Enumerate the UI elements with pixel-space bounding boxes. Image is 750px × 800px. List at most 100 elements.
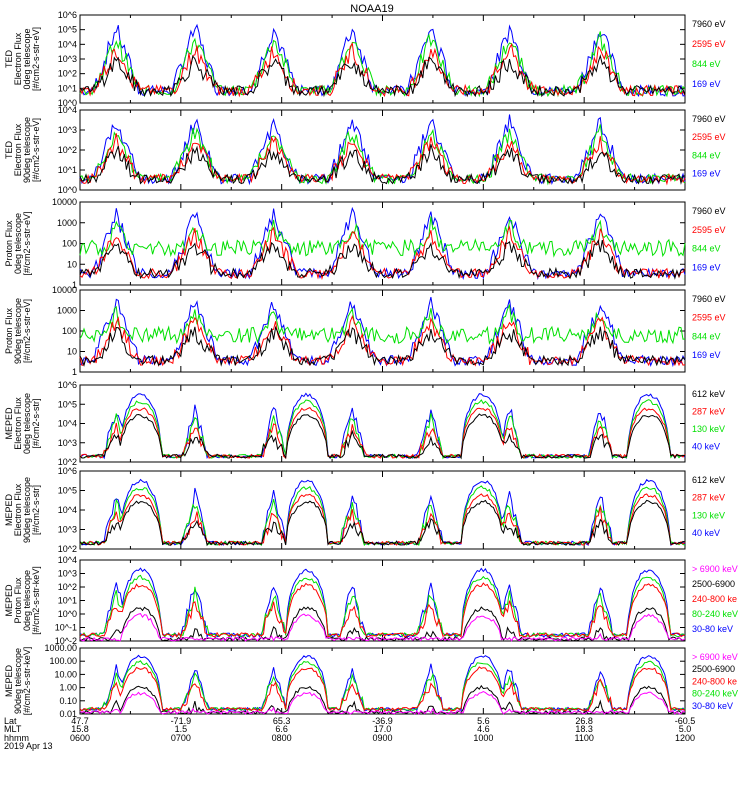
y-axis-label: 0deg telescope [13, 213, 23, 274]
legend-entry: 612 keV [692, 389, 725, 399]
x-tick-label: 15.8 [71, 724, 89, 734]
series-line [79, 406, 686, 460]
y-tick-label: 10^2 [58, 582, 77, 592]
y-tick-label: 10^5 [58, 399, 77, 409]
y-axis-label: 90deg telescope [22, 477, 32, 543]
y-axis-label: 0deg telescope [22, 570, 32, 631]
legend-entry: > 6900 keV [692, 652, 738, 662]
x-tick-label: 65.3 [273, 716, 291, 726]
legend-entry: 169 eV [692, 169, 721, 179]
legend-entry: 844 eV [692, 150, 721, 160]
y-axis-label: Proton Flux [13, 577, 23, 624]
y-axis-label: MEPED [4, 665, 14, 698]
legend-entry: 287 keV [692, 493, 725, 503]
y-tick-label: 100.00 [49, 656, 77, 666]
legend-entry: 240-800 ke [692, 676, 737, 686]
y-axis-label: Proton Flux [4, 220, 14, 267]
series-line [79, 23, 686, 98]
x-tick-label: 47.7 [71, 716, 89, 726]
x-row-label: hhmm [4, 733, 29, 743]
y-tick-label: 10^6 [58, 466, 77, 476]
legend-entry: 169 eV [692, 263, 721, 273]
legend-entry: 80-240 keV [692, 609, 738, 619]
y-tick-label: 1000 [57, 306, 77, 316]
legend-entry: 844 eV [692, 59, 721, 69]
x-tick-label: 1200 [675, 733, 695, 743]
y-tick-label: 10^3 [58, 525, 77, 535]
y-axis-label: [#/cm2-s-str-keV] [22, 647, 32, 716]
y-tick-label: 10 [67, 347, 77, 357]
y-tick-label: 10^0 [58, 98, 77, 108]
x-tick-label: 0600 [70, 733, 90, 743]
y-tick-label: 10^1 [58, 165, 77, 175]
x-row-label: 2019 Apr 13 [4, 741, 53, 751]
y-tick-label: 10^4 [58, 419, 77, 429]
series-line [79, 124, 686, 186]
legend-entry: 7960 eV [692, 294, 726, 304]
series-line [79, 239, 686, 280]
panel-8: 0.01 0.10 1.00 10.00 100.00 1000.00 MEPED 90deg… [4, 643, 738, 719]
y-tick-label: 10^6 [58, 10, 77, 20]
legend-entry: 80-240 keV [692, 689, 738, 699]
series-line [79, 133, 686, 186]
x-tick-label: 1.5 [175, 724, 188, 734]
y-axis-label: MEPED [4, 407, 14, 440]
y-tick-label: 10000 [52, 285, 77, 295]
series-line [79, 206, 686, 281]
y-tick-label: 100 [62, 326, 77, 336]
y-tick-label: 100 [62, 239, 77, 249]
series-line [79, 216, 686, 258]
y-tick-label: 10^2 [58, 457, 77, 467]
legend-entry: 2595 eV [692, 225, 726, 235]
series-line [79, 325, 686, 367]
series-line [79, 613, 686, 642]
y-axis-label: [#/cm2-s-str-eV] [31, 118, 41, 182]
y-axis-label: [#/cm2-s-str] [31, 398, 41, 448]
y-tick-label: 1000.00 [44, 643, 77, 653]
legend-entry: 612 keV [692, 475, 725, 485]
y-tick-label: 10^0 [58, 185, 77, 195]
x-tick-label: 0800 [272, 733, 292, 743]
y-axis-label: Electron Flux [13, 397, 23, 450]
series-line [79, 54, 686, 98]
x-tick-label: -71.9 [171, 716, 192, 726]
y-axis-label: 90deg telescope [13, 298, 23, 364]
panel-2: 10^0 10^1 10^2 10^3 10^4 TED Electron Flux 90de… [4, 105, 726, 195]
legend-entry: 287 keV [692, 407, 725, 417]
y-axis-label: 90deg telescope [22, 117, 32, 183]
series-line [79, 392, 686, 460]
y-tick-label: 10^3 [58, 125, 77, 135]
y-tick-label: 10^2 [58, 544, 77, 554]
y-axis-label: Electron Flux [13, 32, 23, 85]
y-tick-label: 1.00 [59, 683, 77, 693]
legend-entry: 40 keV [692, 528, 720, 538]
series-line [79, 144, 686, 185]
x-row-label: Lat [4, 716, 17, 726]
legend-entry: 169 eV [692, 79, 721, 89]
y-tick-label: 10^2 [58, 145, 77, 155]
y-axis-label: Electron Flux [13, 123, 23, 176]
y-axis-label: [#/cm2-s-str-keV] [31, 566, 41, 635]
y-axis-label: Electron Flux [13, 483, 23, 536]
y-axis-label: [#/cm2-s-str] [31, 485, 41, 535]
legend-entry: 130 keV [692, 510, 725, 520]
x-tick-label: 1100 [574, 733, 593, 743]
series-line [79, 691, 686, 715]
legend-entry: 2595 eV [692, 39, 726, 49]
y-tick-label: 10^-1 [55, 623, 77, 633]
x-row-label: MLT [4, 724, 22, 734]
y-axis-label: [#/cm2-s-str-eV] [22, 211, 32, 275]
x-tick-label: 17.0 [374, 724, 392, 734]
panel-frame [79, 647, 686, 715]
y-tick-label: 10^4 [58, 39, 77, 49]
y-axis-label: TED [4, 140, 14, 159]
x-tick-label: 26.8 [575, 716, 593, 726]
y-tick-label: 10^5 [58, 25, 77, 35]
legend-entry: 169 eV [692, 350, 721, 360]
x-tick-label: 5.6 [477, 716, 490, 726]
legend-entry: 240-800 ke [692, 594, 737, 604]
series-line [79, 31, 686, 98]
y-tick-label: 10^1 [58, 83, 77, 93]
